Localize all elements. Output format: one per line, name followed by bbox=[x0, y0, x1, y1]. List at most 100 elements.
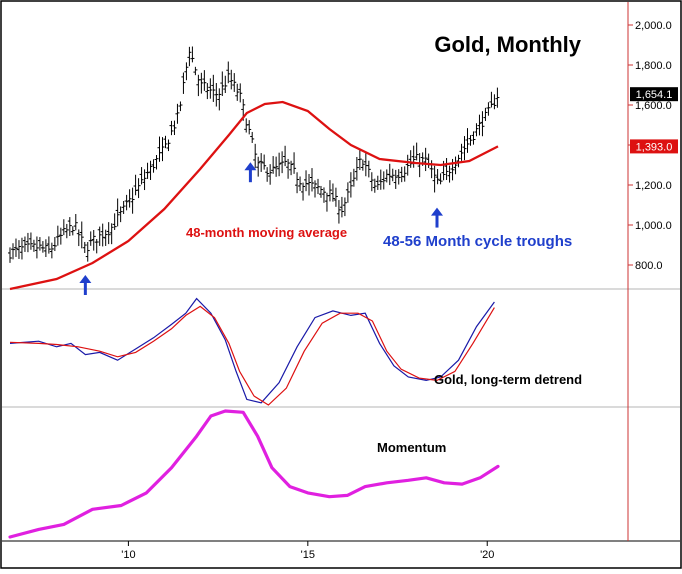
price-bar bbox=[447, 165, 452, 183]
last-price-box bbox=[630, 87, 678, 102]
x-tick-label: '20 bbox=[480, 549, 494, 561]
price-bar bbox=[172, 120, 177, 136]
price-bar bbox=[247, 120, 252, 135]
price-bar bbox=[55, 225, 60, 246]
price-bar bbox=[396, 169, 401, 185]
ma-value-box bbox=[630, 139, 678, 154]
price-bar bbox=[64, 223, 69, 239]
price-bar bbox=[130, 187, 135, 214]
price-bar bbox=[127, 189, 132, 208]
price-bar bbox=[46, 236, 51, 254]
price-bar bbox=[453, 156, 458, 175]
detrend-primary-line bbox=[9, 297, 495, 404]
x-axis-ticks: '10 '15 '20 bbox=[121, 541, 494, 561]
price-bar bbox=[277, 152, 282, 177]
y-tick-label: 800.0 bbox=[635, 260, 663, 272]
price-bar bbox=[444, 158, 449, 181]
price-bar bbox=[315, 178, 320, 195]
price-bar bbox=[160, 137, 165, 162]
price-bar bbox=[19, 237, 24, 260]
price-bar bbox=[280, 151, 285, 174]
up-arrow-icon bbox=[431, 207, 443, 228]
up-arrow-icon bbox=[244, 162, 257, 183]
price-bar bbox=[58, 227, 63, 245]
price-bar bbox=[175, 103, 180, 124]
price-bar bbox=[151, 159, 156, 173]
price-bar bbox=[456, 154, 461, 168]
price-bar bbox=[214, 83, 219, 107]
price-bar bbox=[301, 182, 306, 201]
price-bar bbox=[67, 217, 72, 236]
price-bar bbox=[402, 166, 407, 182]
price-bar bbox=[142, 169, 147, 191]
price-bar bbox=[366, 160, 371, 178]
price-bar bbox=[471, 131, 476, 145]
price-bar bbox=[106, 222, 111, 245]
x-tick-label: '10 bbox=[121, 549, 135, 561]
price-bar bbox=[345, 182, 350, 203]
price-bar bbox=[211, 74, 216, 102]
price-bar bbox=[154, 154, 159, 170]
y-tick-label: 1,000.0 bbox=[635, 220, 672, 232]
ma-value-label: 1,393.0 bbox=[636, 141, 673, 153]
price-bar bbox=[10, 243, 15, 260]
moving-average-annotation: 48-month moving average bbox=[186, 225, 347, 240]
price-bar bbox=[486, 102, 491, 116]
price-bar bbox=[256, 156, 261, 177]
price-bar bbox=[85, 242, 90, 262]
price-bar bbox=[103, 229, 108, 246]
price-bar bbox=[178, 101, 183, 112]
price-bar bbox=[34, 236, 39, 259]
price-bar bbox=[31, 239, 36, 252]
price-bar bbox=[372, 178, 377, 193]
y-tick-label: 1,800.0 bbox=[635, 60, 672, 72]
moving-average-line bbox=[9, 100, 499, 291]
price-bar bbox=[330, 183, 335, 202]
price-bar bbox=[94, 238, 99, 254]
price-bar bbox=[181, 72, 186, 94]
price-bar bbox=[8, 247, 12, 263]
price-bar bbox=[378, 169, 383, 190]
detrend-signal-line bbox=[9, 305, 495, 406]
price-bar bbox=[310, 168, 315, 192]
price-bar bbox=[459, 143, 464, 161]
price-bar bbox=[148, 160, 153, 180]
cycle-trough-annotation: 48-56 Month cycle troughs bbox=[383, 233, 572, 250]
momentum-label: Momentum bbox=[377, 440, 446, 455]
price-bar bbox=[70, 226, 75, 236]
price-bar bbox=[432, 165, 437, 193]
price-bar bbox=[333, 187, 338, 207]
momentum-line bbox=[8, 409, 500, 539]
price-bar bbox=[16, 240, 21, 259]
price-bar bbox=[235, 83, 240, 101]
cycle-trough-arrows bbox=[79, 162, 443, 295]
price-bar bbox=[286, 158, 291, 179]
price-bar bbox=[199, 72, 204, 94]
price-bar bbox=[411, 145, 416, 168]
price-bar bbox=[139, 167, 144, 185]
price-bar bbox=[112, 213, 117, 230]
price-bar bbox=[259, 153, 264, 172]
price-bar bbox=[43, 239, 48, 258]
price-bar bbox=[483, 107, 488, 121]
price-bar bbox=[184, 62, 189, 81]
price-bar bbox=[40, 241, 45, 253]
price-bar bbox=[145, 162, 150, 179]
price-bar bbox=[163, 135, 168, 149]
price-bar bbox=[22, 236, 27, 252]
price-bar bbox=[321, 187, 326, 203]
price-bar bbox=[13, 238, 18, 257]
y-tick-label: 2,000.0 bbox=[635, 20, 672, 32]
price-bar bbox=[307, 173, 312, 196]
price-bar bbox=[423, 147, 428, 172]
price-bar bbox=[229, 69, 234, 90]
price-bar bbox=[115, 198, 120, 227]
price-bar bbox=[474, 123, 479, 137]
price-bar bbox=[250, 131, 255, 143]
price-bar bbox=[468, 135, 473, 146]
price-bar bbox=[492, 94, 497, 110]
price-bar bbox=[187, 46, 192, 67]
price-bar bbox=[369, 172, 374, 192]
price-bar bbox=[124, 194, 129, 211]
